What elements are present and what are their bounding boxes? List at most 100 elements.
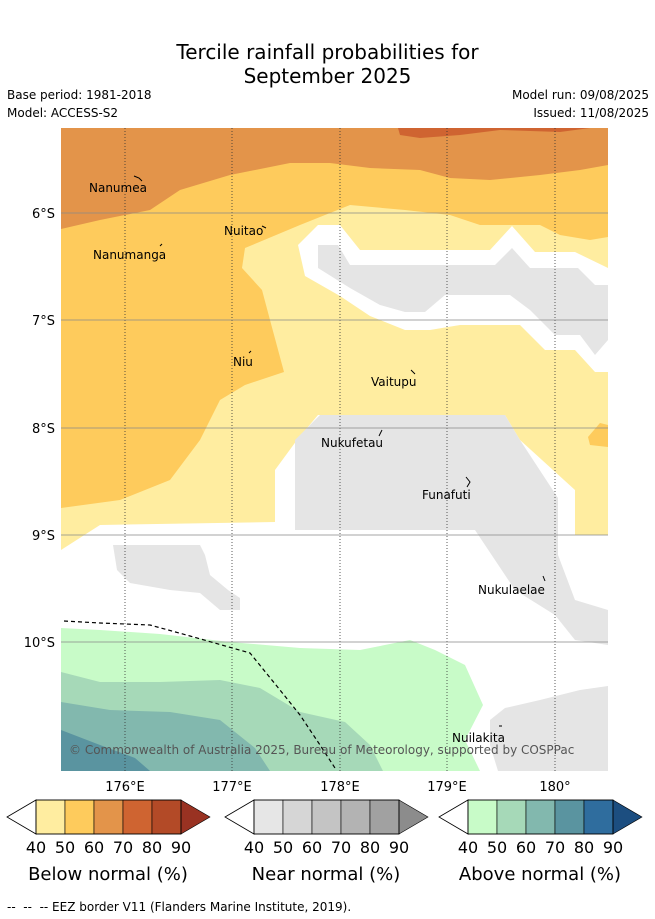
legend-below-tick: 70 (113, 838, 133, 857)
island-funafuti (465, 476, 471, 488)
legend-above-swatch (467, 799, 498, 835)
legend-near-swatch (253, 799, 284, 835)
lat-label-9s: 9°S (32, 529, 55, 544)
lon-label-179: 179°E (427, 780, 467, 795)
title-line-2: September 2025 (243, 64, 412, 88)
page-title: Tercile rainfall probabilities for Septe… (0, 40, 655, 88)
near-normal-40-50-southeast (490, 686, 608, 771)
place-label-funafuti: Funafuti (422, 488, 471, 502)
place-label-niu: Niu (233, 355, 253, 369)
lat-label-8s: 8°S (32, 422, 55, 437)
legend-above-swatch (525, 799, 556, 835)
legend-above-tick: 60 (516, 838, 536, 857)
legend-above-tick: 40 (458, 838, 478, 857)
lat-label-7s: 7°S (32, 314, 55, 329)
lat-label-6s: 6°S (32, 207, 55, 222)
legend-near-swatch (311, 799, 342, 835)
legend-near-tick: 40 (244, 838, 264, 857)
legend-below-swatch (93, 799, 124, 835)
legend-above-swatch (496, 799, 527, 835)
lat-label-10s: 10°S (24, 636, 55, 651)
legend-below-swatch (35, 799, 66, 835)
island-nukufetau (378, 429, 383, 437)
legend-near-upper-arrow (398, 799, 429, 835)
below-normal-60-70-region (61, 128, 608, 229)
legend-above-tick: 80 (574, 838, 594, 857)
island-nuitao (261, 225, 267, 229)
legend-below-frame (35, 799, 182, 835)
legend-near-lower-arrow (224, 799, 255, 835)
base-period-text: Base period: 1981-2018 (7, 88, 152, 102)
title-line-1: Tercile rainfall probabilities for (176, 40, 479, 64)
legend-below-tick: 90 (171, 838, 191, 857)
legend-above-frame (467, 799, 614, 835)
island-shapes (133, 175, 546, 727)
graticule (124, 128, 556, 771)
lon-label-176: 176°E (105, 780, 145, 795)
legend-below-title: Below normal (%) (28, 864, 188, 885)
copyright-text: © Commonwealth of Australia 2025, Bureau… (69, 743, 574, 757)
legend-below-lower-arrow (6, 799, 37, 835)
legend-above-tick: 50 (487, 838, 507, 857)
below-normal-70-80-region (398, 128, 590, 138)
place-label-nanumea: Nanumea (89, 181, 147, 195)
below-normal-50-60-east (588, 423, 608, 447)
map-panel: Nanumea Nuitao Nanumanga Niu Vaitupu Nuk… (61, 128, 608, 771)
legend-below-tick: 40 (26, 838, 46, 857)
eez-footnote: -- -- -- EEZ border V11 (Flanders Marine… (7, 900, 352, 914)
place-label-nanumanga: Nanumanga (93, 248, 166, 262)
legend-near-tick: 90 (389, 838, 409, 857)
legend-below-tick: 80 (142, 838, 162, 857)
lon-label-177: 177°E (212, 780, 252, 795)
legend-above-title: Above normal (%) (459, 864, 621, 885)
legend-above-tick: 90 (603, 838, 623, 857)
place-label-nuilakita: Nuilakita (452, 731, 505, 745)
legend-near-swatch (282, 799, 313, 835)
place-label-nukulaelae: Nukulaelae (478, 583, 545, 597)
island-vaitupu (410, 369, 416, 375)
place-label-nuitao: Nuitao (224, 224, 263, 238)
island-nanumea (133, 175, 143, 182)
legend-below-upper-arrow (180, 799, 211, 835)
legend-below-tick: 60 (84, 838, 104, 857)
island-nanumanga (159, 243, 163, 247)
legend-above-swatch (583, 799, 614, 835)
below-normal-50-60-region (61, 128, 608, 508)
legend-near-tick: 60 (302, 838, 322, 857)
place-label-vaitupu: Vaitupu (371, 375, 417, 389)
legend-near-swatch (340, 799, 371, 835)
longitude-labels: 176°E 177°E 178°E 179°E 180° (105, 780, 570, 795)
near-normal-40-50-west (113, 545, 240, 610)
legend-above-upper-arrow (612, 799, 643, 835)
legend-near-tick: 80 (360, 838, 380, 857)
legend-near-swatch (369, 799, 400, 835)
legend-above-tick: 70 (545, 838, 565, 857)
near-normal-region-north (298, 225, 608, 372)
legend-near-normal: 40 50 60 70 80 90 Near normal (%) (224, 799, 429, 885)
legend-above-normal: 40 50 60 70 80 90 Above normal (%) (438, 799, 643, 885)
legend-below-swatch (151, 799, 182, 835)
legend-near-tick: 70 (331, 838, 351, 857)
island-nukulaelae (542, 575, 546, 582)
model-run-text: Model run: 09/08/2025 (511, 88, 649, 102)
legend-above-swatch (554, 799, 585, 835)
legend-above-lower-arrow (438, 799, 469, 835)
issued-text: Issued: 11/08/2025 (533, 106, 649, 120)
legend-near-tick: 50 (273, 838, 293, 857)
model-text: Model: ACCESS-S2 (7, 106, 119, 120)
near-normal-40-50-central (295, 415, 608, 645)
near-normal-40-50-north (318, 245, 608, 355)
above-normal-70-80-region (61, 730, 150, 771)
place-label-nukufetau: Nukufetau (321, 436, 383, 450)
legend-near-title: Near normal (%) (252, 864, 401, 885)
eez-border-line (63, 620, 336, 769)
legend-near-frame (253, 799, 400, 835)
parallels (61, 212, 608, 643)
latitude-labels: 6°S 7°S 8°S 9°S 10°S (24, 207, 55, 651)
lon-label-180: 180° (539, 780, 570, 795)
legend-below-swatch (64, 799, 95, 835)
island-niu (248, 350, 252, 354)
legend-below-tick: 50 (55, 838, 75, 857)
lon-label-178: 178°E (320, 780, 360, 795)
